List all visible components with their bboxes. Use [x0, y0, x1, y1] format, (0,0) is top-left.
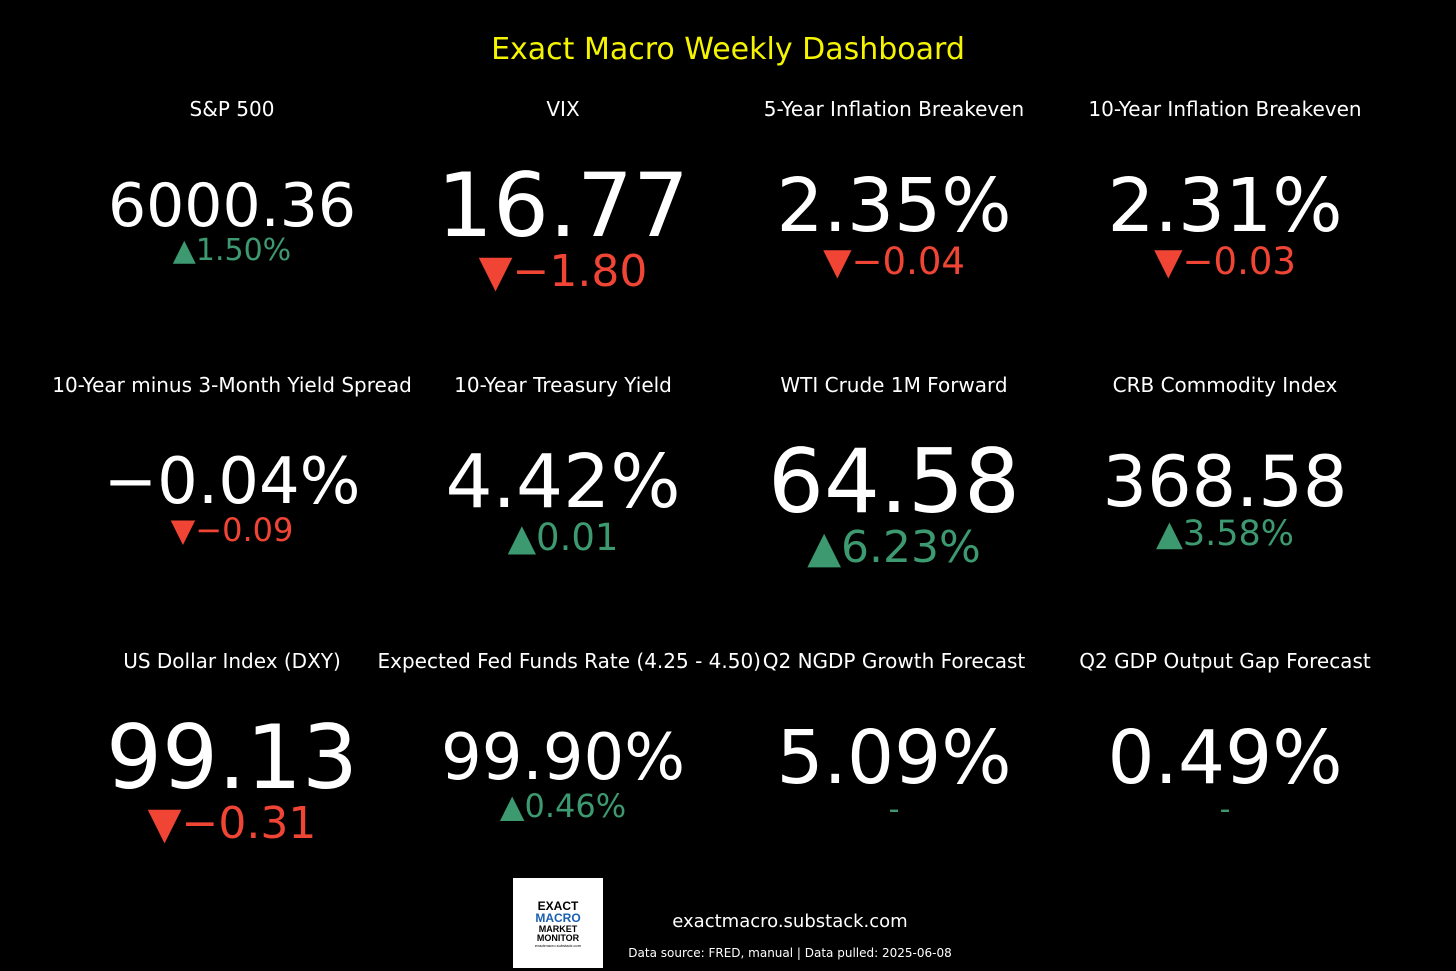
logo-text-market: MARKET [538, 924, 578, 934]
metric-change-value: −0.04 [851, 240, 965, 283]
metric-change: ▲3.58% [1060, 517, 1391, 552]
metric-value: 6000.36 [107, 171, 357, 241]
metric-value: 2.35% [776, 163, 1012, 249]
triangle-up-icon: ▲ [507, 516, 537, 559]
logo-text-exact: EXACT [537, 899, 579, 913]
metric-tile: CRB Commodity Index 368.58 ▲3.58% [1060, 372, 1391, 622]
metric-value: −0.04% [103, 445, 361, 519]
triangle-down-icon: ▼ [1154, 240, 1183, 283]
metric-change-value: 6.23% [841, 522, 981, 573]
metric-label: WTI Crude 1M Forward [780, 373, 1008, 397]
brand-logo: EXACT MACRO MARKET MONITOR exactmacro.su… [513, 878, 603, 968]
metric-label: Q2 GDP Output Gap Forecast [1079, 649, 1371, 673]
triangle-up-icon: ▲ [172, 233, 196, 268]
metric-change-value: 0.01 [536, 516, 619, 559]
triangle-down-icon: ▼ [823, 240, 852, 283]
metric-change-value: −1.80 [512, 246, 648, 297]
triangle-down-icon: ▼ [478, 246, 513, 297]
metric-tile: WTI Crude 1M Forward 64.58 ▲6.23% [729, 372, 1060, 622]
metric-change-value: 1.50% [195, 233, 292, 268]
metric-label: US Dollar Index (DXY) [123, 649, 341, 673]
metric-value: 99.90% [440, 721, 686, 795]
metric-label: 10-Year minus 3-Month Yield Spread [52, 373, 412, 397]
metric-tile: Q2 GDP Output Gap Forecast 0.49% - [1060, 648, 1391, 898]
metric-label: 5-Year Inflation Breakeven [763, 97, 1025, 121]
metric-tile: Q2 NGDP Growth Forecast 5.09% - [729, 648, 1060, 898]
dashboard-title: Exact Macro Weekly Dashboard [491, 32, 965, 67]
metric-change: ▲0.46% [398, 790, 729, 822]
metric-tile: 10-Year minus 3-Month Yield Spread −0.04%… [52, 372, 412, 622]
metric-tile: 10-Year Treasury Yield 4.42% ▲0.01 [398, 372, 729, 622]
metric-value: 4.42% [445, 439, 681, 525]
metric-label: 10-Year Treasury Yield [454, 373, 672, 397]
triangle-down-icon: ▼ [147, 798, 182, 849]
metric-tile: 10-Year Inflation Breakeven 2.31% ▼−0.03 [1060, 96, 1391, 346]
metric-change-value: 0.46% [524, 787, 627, 825]
footer-data-source: Data source: FRED, manual | Data pulled:… [628, 946, 952, 960]
metric-change: ▼−0.09 [67, 514, 398, 546]
metric-label: S&P 500 [189, 97, 275, 121]
metric-change-value: −0.31 [181, 798, 317, 849]
triangle-down-icon: ▼ [170, 511, 196, 549]
metric-value: 99.13 [106, 706, 358, 809]
metric-label: CRB Commodity Index [1112, 373, 1338, 397]
metric-value: 64.58 [768, 430, 1020, 533]
metric-change: ▲0.01 [398, 519, 729, 556]
metric-value: 16.77 [437, 154, 689, 257]
metric-change: ▼−0.31 [67, 802, 398, 846]
metric-tile: Expected Fed Funds Rate (4.25 - 4.50) 99.… [378, 648, 762, 898]
metric-tile: US Dollar Index (DXY) 99.13 ▼−0.31 [67, 648, 398, 898]
triangle-up-icon: ▲ [499, 787, 525, 825]
metric-tile: S&P 500 6000.36 ▲1.50% [67, 96, 398, 346]
metric-value: 0.49% [1107, 715, 1343, 801]
metric-change: ▼−0.03 [1060, 243, 1391, 280]
triangle-up-icon: ▲ [807, 522, 842, 573]
metric-change: ▲6.23% [729, 526, 1060, 570]
metric-change-value: −0.03 [1182, 240, 1296, 283]
metric-label: 10-Year Inflation Breakeven [1088, 97, 1362, 121]
metric-change-value: - [888, 792, 900, 827]
metric-change: ▲1.50% [67, 236, 398, 266]
metric-change: - [1060, 795, 1391, 825]
logo-text-macro: MACRO [535, 911, 581, 925]
metric-change: ▼−1.80 [398, 250, 729, 294]
metric-change-value: −0.09 [195, 511, 294, 549]
metric-value: 368.58 [1102, 441, 1348, 523]
footer-url[interactable]: exactmacro.substack.com [672, 911, 908, 932]
logo-text-url: exactmacro.substack.com [534, 943, 582, 948]
metric-value: 5.09% [776, 715, 1012, 801]
metric-value: 2.31% [1107, 163, 1343, 249]
metric-label: VIX [546, 97, 580, 121]
metric-change-value: 3.58% [1182, 514, 1295, 554]
logo-text-monitor: MONITOR [536, 933, 580, 943]
metric-change: - [729, 795, 1060, 825]
triangle-up-icon: ▲ [1155, 514, 1183, 554]
metric-label: Q2 NGDP Growth Forecast [762, 649, 1026, 673]
metric-change-value: - [1219, 792, 1231, 827]
metric-tile: 5-Year Inflation Breakeven 2.35% ▼−0.04 [729, 96, 1060, 346]
metric-change: ▼−0.04 [729, 243, 1060, 280]
metric-label: Expected Fed Funds Rate (4.25 - 4.50) [377, 649, 762, 673]
metric-tile: VIX 16.77 ▼−1.80 [398, 96, 729, 346]
